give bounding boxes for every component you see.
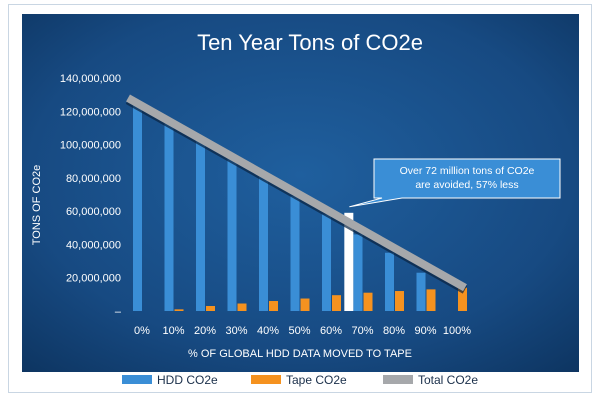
y-tick-label: 120,000,000 [60, 106, 121, 118]
y-axis-label: TONS OF CO2e [31, 165, 43, 245]
annotation-text: Over 72 million tons of CO2e [400, 165, 535, 177]
chart-frame [8, 4, 592, 393]
hdd-bar [227, 156, 237, 311]
tape-bar [395, 291, 404, 311]
legend-label-tape: Tape CO2e [286, 373, 347, 387]
tape-bar [237, 303, 247, 311]
chart-title: Ten Year Tons of CO2e [197, 30, 423, 55]
y-tick-label: – [115, 306, 122, 318]
x-tick-label: 20% [194, 325, 216, 337]
hdd-bar [322, 214, 331, 311]
tape-bar [174, 309, 184, 311]
legend-swatch-tape [251, 375, 281, 384]
y-tick-label: 140,000,000 [60, 73, 121, 85]
x-tick-label: 70% [351, 325, 373, 337]
tape-bar [458, 287, 467, 311]
highlight-bar [344, 212, 354, 311]
x-tick-label: 60% [320, 325, 342, 337]
x-tick-label: 40% [257, 325, 279, 337]
legend-swatch-hdd [122, 375, 152, 384]
hdd-bar [290, 196, 300, 311]
hdd-bar [133, 102, 142, 311]
hdd-bar [416, 272, 426, 311]
x-tick-label: 0% [134, 325, 150, 337]
tape-bar [363, 292, 373, 311]
x-tick-label: 90% [414, 325, 436, 337]
hdd-bar [196, 137, 205, 311]
x-tick-label: 10% [162, 325, 184, 337]
annotation-text: are avoided, 57% less [415, 179, 518, 191]
hdd-bar [164, 119, 174, 311]
annotation-callout [349, 158, 561, 208]
y-tick-label: 60,000,000 [66, 206, 121, 218]
y-tick-label: 100,000,000 [60, 140, 121, 152]
y-tick-label: 20,000,000 [66, 273, 121, 285]
tape-bar [426, 289, 436, 311]
x-tick-label: 30% [225, 325, 247, 337]
y-tick-label: 80,000,000 [66, 173, 121, 185]
hdd-bar [259, 176, 268, 311]
tape-bar [206, 306, 215, 311]
x-tick-label: 50% [288, 325, 310, 337]
legend-label-total: Total CO2e [418, 373, 478, 387]
x-tick-label: 100% [443, 325, 471, 337]
tape-bar [269, 301, 278, 311]
hdd-bar [385, 252, 394, 311]
legend-label-hdd: HDD CO2e [157, 373, 218, 387]
x-tick-label: 80% [383, 325, 405, 337]
tape-bar [332, 295, 341, 311]
total-line [126, 94, 467, 292]
hdd-bar [353, 234, 363, 311]
y-tick-label: 40,000,000 [66, 239, 121, 251]
x-axis-label: % OF GLOBAL HDD DATA MOVED TO TAPE [188, 348, 412, 360]
legend-swatch-total [383, 375, 413, 384]
tape-bar [300, 298, 310, 311]
